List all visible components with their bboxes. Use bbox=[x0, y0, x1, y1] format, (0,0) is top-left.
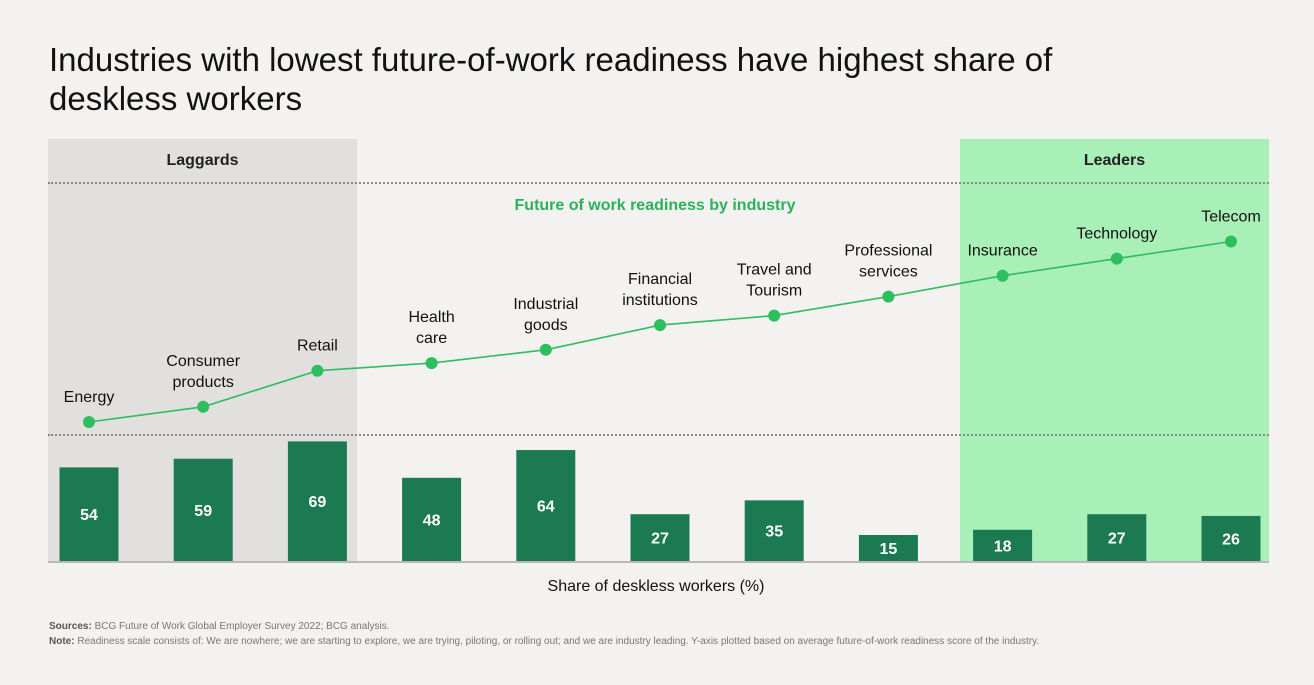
readiness-point-industrial-goods bbox=[539, 343, 552, 356]
bar-value-label: 26 bbox=[1222, 531, 1240, 548]
bar-value-label: 48 bbox=[423, 512, 441, 529]
bar-telecom bbox=[1201, 515, 1261, 561]
readiness-line bbox=[88, 240, 1232, 423]
readiness-point-retail bbox=[311, 364, 324, 377]
readiness-point-consumer-products bbox=[197, 400, 210, 413]
note-label: Note: bbox=[49, 636, 75, 647]
bar-value-label: 59 bbox=[194, 503, 212, 520]
chart-title: Industries with lowest future-of-work re… bbox=[49, 41, 1053, 117]
bar-financial-institutions bbox=[630, 514, 690, 561]
sources-text: BCG Future of Work Global Employer Surve… bbox=[94, 621, 390, 632]
bar-value-label: 15 bbox=[880, 541, 898, 558]
line-series-label: Future of work readiness by industry bbox=[514, 197, 796, 214]
readiness-point-technology bbox=[1110, 252, 1123, 265]
bar-value-label: 64 bbox=[537, 499, 555, 516]
bar-industrial-goods bbox=[516, 450, 576, 561]
laggards-label: Laggards bbox=[166, 152, 239, 169]
bar-axis-label: Share of deskless workers (%) bbox=[547, 578, 765, 595]
category-label: Industrial goods bbox=[513, 296, 578, 334]
leaders-panel bbox=[960, 139, 1269, 562]
bar-travel-and-tourism bbox=[744, 500, 804, 561]
category-label: Health care bbox=[408, 309, 454, 347]
readiness-point-insurance bbox=[996, 269, 1009, 282]
middle-divider bbox=[48, 434, 1269, 436]
bar-insurance bbox=[973, 529, 1033, 561]
note-text: Readiness scale consists of: We are nowh… bbox=[77, 636, 1040, 647]
category-label: Telecom bbox=[1201, 209, 1261, 226]
bar-energy bbox=[59, 467, 119, 561]
note-footnote: Note: Readiness scale consists of: We ar… bbox=[49, 636, 1039, 647]
sources-label: Sources: bbox=[49, 621, 92, 632]
bar-consumer-products bbox=[173, 458, 233, 561]
readiness-point-financial-institutions bbox=[654, 319, 666, 332]
top-divider bbox=[48, 182, 1269, 184]
bar-value-label: 35 bbox=[765, 524, 783, 541]
category-label: Consumer products bbox=[166, 353, 240, 391]
readiness-point-energy bbox=[83, 416, 95, 428]
readiness-point-telecom bbox=[1225, 235, 1237, 248]
bar-value-label: 69 bbox=[309, 494, 327, 511]
bar-professional-services bbox=[858, 535, 918, 561]
leaders-label: Leaders bbox=[1083, 152, 1146, 169]
bar-technology bbox=[1087, 514, 1147, 561]
category-label: Financial institutions bbox=[622, 271, 698, 309]
readiness-point-professional-services bbox=[882, 290, 895, 303]
bar-value-label: 27 bbox=[1108, 531, 1126, 548]
readiness-point-health-care bbox=[425, 357, 438, 370]
bar-value-label: 27 bbox=[651, 531, 669, 548]
bar-value-label: 18 bbox=[994, 538, 1012, 555]
category-label: Retail bbox=[297, 338, 338, 355]
bar-retail bbox=[287, 441, 347, 561]
category-label: Technology bbox=[1076, 226, 1157, 243]
category-label: Travel and Tourism bbox=[737, 262, 812, 300]
bar-value-label: 54 bbox=[80, 507, 98, 524]
category-label: Insurance bbox=[967, 243, 1037, 260]
readiness-point-travel-and-tourism bbox=[768, 309, 781, 322]
bar-baseline bbox=[48, 561, 1269, 563]
category-label: Professional services bbox=[844, 243, 932, 281]
bar-health-care bbox=[402, 477, 462, 561]
sources-footnote: Sources: BCG Future of Work Global Emplo… bbox=[49, 621, 390, 632]
category-label: Energy bbox=[64, 389, 115, 406]
